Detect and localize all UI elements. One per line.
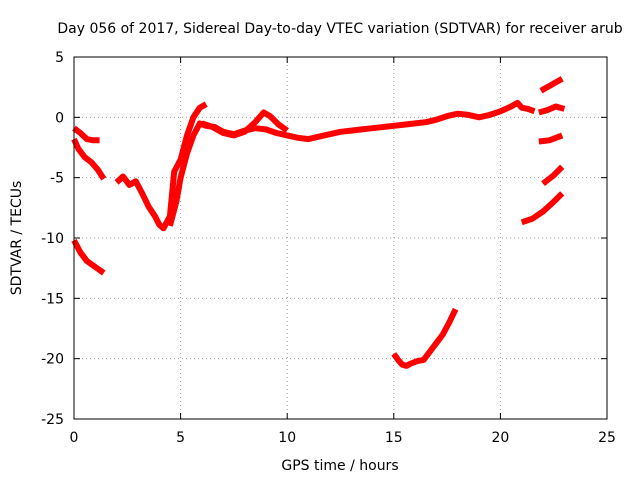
x-tick-label: 15 <box>385 430 403 446</box>
series-segment-11 <box>520 191 565 226</box>
y-tick-label: 5 <box>55 50 64 66</box>
x-tick-label: 25 <box>598 430 616 446</box>
series-segment-10 <box>541 164 565 187</box>
x-tick-label: 10 <box>278 430 296 446</box>
series-segment-12 <box>391 307 459 369</box>
y-tick-label: 0 <box>55 110 64 126</box>
x-tick-label: 0 <box>70 430 79 446</box>
series-segment-7 <box>537 103 566 116</box>
grid <box>74 57 607 419</box>
x-tick-label: 20 <box>491 430 509 446</box>
y-tick-label: -15 <box>41 291 64 307</box>
series-segment-8 <box>539 76 564 94</box>
series-group <box>71 76 566 369</box>
series-segment-2 <box>71 137 107 181</box>
y-axis-label: SDTVAR / TECUs <box>9 181 25 296</box>
y-tick-label: -5 <box>50 171 64 187</box>
series-segment-9 <box>538 132 564 145</box>
x-tick-label: 5 <box>176 430 185 446</box>
y-tick-label: -20 <box>41 352 64 368</box>
y-tick-label: -25 <box>41 412 64 428</box>
axis-ticks <box>73 56 608 420</box>
tick-labels: 0 5 10 15 20 25 5 0 -5 -10 -15 -20 -25 <box>41 50 616 446</box>
series-segment-1 <box>72 125 100 144</box>
series-segment-3 <box>71 238 106 276</box>
x-axis-label: GPS time / hours <box>281 458 398 474</box>
chart-title: Day 056 of 2017, Sidereal Day-to-day VTE… <box>57 21 622 37</box>
series-segment-4 <box>114 101 208 232</box>
y-tick-label: -10 <box>41 231 64 247</box>
series-segment-6 <box>200 109 289 139</box>
